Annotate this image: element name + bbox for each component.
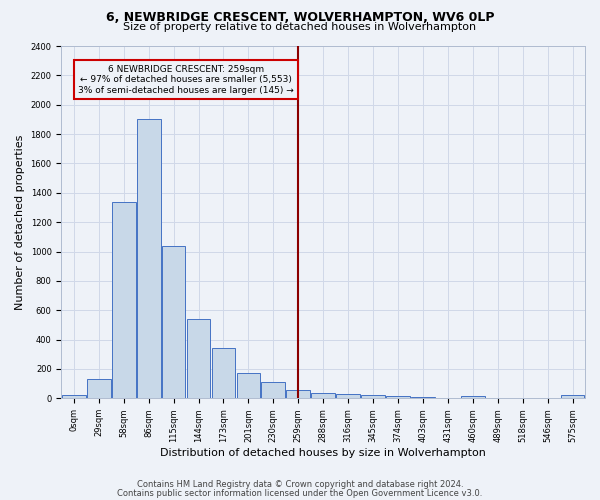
Bar [187,319,211,398]
Bar [386,396,410,398]
Bar [411,397,435,398]
Text: 6, NEWBRIDGE CRESCENT, WOLVERHAMPTON, WV6 0LP: 6, NEWBRIDGE CRESCENT, WOLVERHAMPTON, WV… [106,11,494,24]
X-axis label: Distribution of detached houses by size in Wolverhampton: Distribution of detached houses by size … [160,448,486,458]
Y-axis label: Number of detached properties: Number of detached properties [15,134,25,310]
Bar [212,348,235,399]
Bar [162,246,185,398]
Bar [262,382,285,398]
Text: Contains HM Land Registry data © Crown copyright and database right 2024.: Contains HM Land Registry data © Crown c… [137,480,463,489]
Bar [137,120,161,398]
Bar [112,202,136,398]
Bar [361,396,385,398]
Bar [336,394,360,398]
Text: Size of property relative to detached houses in Wolverhampton: Size of property relative to detached ho… [124,22,476,32]
Bar [62,396,86,398]
Bar [311,393,335,398]
Bar [87,380,110,398]
Bar [236,374,260,398]
Text: Contains public sector information licensed under the Open Government Licence v3: Contains public sector information licen… [118,489,482,498]
Bar [286,390,310,398]
Bar [461,396,485,398]
Text: 6 NEWBRIDGE CRESCENT: 259sqm
← 97% of detached houses are smaller (5,553)
3% of : 6 NEWBRIDGE CRESCENT: 259sqm ← 97% of de… [78,65,294,94]
Bar [560,396,584,398]
